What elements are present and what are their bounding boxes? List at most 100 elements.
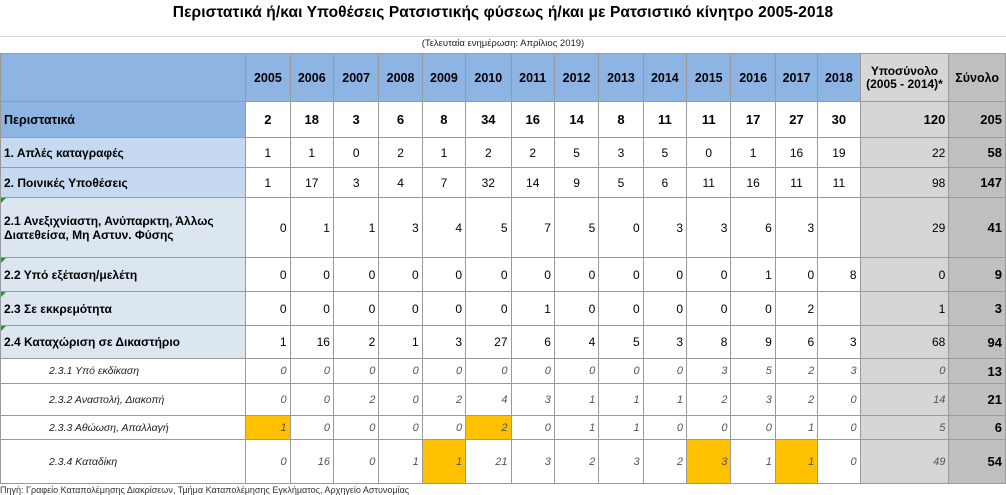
year-value-cell: 0 xyxy=(642,358,688,384)
header-year: 2018 xyxy=(817,53,861,102)
year-value-cell: 0 xyxy=(245,383,291,416)
year-value-cell: 0 xyxy=(598,291,644,326)
year-value-cell: 1 xyxy=(774,439,819,484)
year-value-cell: 11 xyxy=(817,167,861,198)
total-cell: 58 xyxy=(948,137,1006,168)
total-cell: 94 xyxy=(948,325,1006,359)
year-value-cell: 0 xyxy=(730,291,776,326)
sheet-gridline xyxy=(0,36,1006,37)
year-value-cell: 11 xyxy=(686,167,732,198)
year-value-cell: 2 xyxy=(774,291,819,326)
header-year: 2010 xyxy=(465,53,512,102)
row-suspension: 2.3.2 Αναστολή, Διακοπή 0 0 2 0 2 4 3 1 1 1 2 3 2 0 14 2… xyxy=(0,383,1006,416)
year-value-cell: 0 xyxy=(598,257,644,292)
row-label-text: 2.3 Σε εκκρεμότητα xyxy=(4,301,112,316)
year-value-cell: 0 xyxy=(642,415,688,440)
year-value-cell: 0 xyxy=(378,291,423,326)
subtotal-cell: 98 xyxy=(859,167,950,198)
year-value-cell: 0 xyxy=(465,291,512,326)
year-value-cell: 1 xyxy=(378,325,423,359)
year-value-cell: 3 xyxy=(378,197,423,258)
comment-indicator-icon xyxy=(1,292,6,297)
year-value-cell: 0 xyxy=(817,439,861,484)
year-value-cell: 3 xyxy=(510,439,555,484)
year-value-cell: 5 xyxy=(465,197,512,258)
row-conviction: 2.3.4 Καταδίκη 0 16 0 1 1 21 3 2 3 2 3 1 1 0 49 54 xyxy=(0,439,1006,484)
year-value-cell: 0 xyxy=(245,197,291,258)
row-label: Περιστατικά xyxy=(0,101,247,138)
year-value-cell: 0 xyxy=(421,358,467,384)
year-value-cell: 6 xyxy=(378,101,423,138)
year-value-cell: 0 xyxy=(730,415,776,440)
year-value-cell: 1 xyxy=(245,167,291,198)
year-value-cell: 3 xyxy=(686,197,732,258)
subtotal-cell: 0 xyxy=(859,257,950,292)
header-year: 2015 xyxy=(686,53,732,102)
year-value-cell: 0 xyxy=(686,257,732,292)
row-label: 2.2 Υπό εξέταση/μελέτη xyxy=(0,257,247,292)
header-year: 2012 xyxy=(553,53,600,102)
year-value-cell: 16 xyxy=(730,167,776,198)
header-year: 2007 xyxy=(332,53,380,102)
year-value-cell: 32 xyxy=(465,167,512,198)
year-value-cell: 2 xyxy=(421,383,467,416)
year-value-cell: 11 xyxy=(686,101,732,138)
header-year: 2017 xyxy=(774,53,819,102)
year-value-cell: 1 xyxy=(730,257,776,292)
year-value-cell: 0 xyxy=(817,383,861,416)
row-label-text: Περιστατικά xyxy=(4,112,75,127)
year-value-cell: 0 xyxy=(510,358,555,384)
year-value-cell: 0 xyxy=(421,415,467,440)
year-value-cell: 0 xyxy=(332,257,380,292)
row-pending: 2.3 Σε εκκρεμότητα 0 0 0 0 0 0 1 0 0 0 0 0 2 1 3 xyxy=(0,291,1006,326)
year-value-cell: 0 xyxy=(553,257,600,292)
row-under-review: 2.2 Υπό εξέταση/μελέτη 0 0 0 0 0 0 0 0 0 0 0 1 0 8 0 9 xyxy=(0,257,1006,292)
year-value-cell: 11 xyxy=(642,101,688,138)
row-acquittal: 2.3.3 Αθώωση, Απαλλαγή 1 0 0 0 0 2 0 1 1 0 0 0 1 0 5 6 xyxy=(0,415,1006,440)
year-value-cell: 0 xyxy=(245,257,291,292)
year-value-cell: 0 xyxy=(553,358,600,384)
year-value-cell: 21 xyxy=(465,439,512,484)
subtotal-cell: 5 xyxy=(859,415,950,440)
total-cell: 9 xyxy=(948,257,1006,292)
year-value-cell: 1 xyxy=(598,383,644,416)
row-label-text: 1. Απλές καταγραφές xyxy=(4,145,124,160)
year-value-cell: 5 xyxy=(642,137,688,168)
year-value-cell: 0 xyxy=(289,358,334,384)
year-value-cell: 1 xyxy=(245,325,291,359)
year-value-cell: 0 xyxy=(332,358,380,384)
year-value-cell: 2 xyxy=(774,383,819,416)
year-value-cell: 0 xyxy=(553,291,600,326)
row-label-text: 2.3.3 Αθώωση, Απαλλαγή xyxy=(49,421,169,434)
row-label-text: 2.3.1 Υπό εκδίκαση xyxy=(49,365,140,377)
year-value-cell: 2 xyxy=(332,325,380,359)
year-value-cell: 3 xyxy=(421,325,467,359)
year-value-cell: 0 xyxy=(465,257,512,292)
year-value-cell: 3 xyxy=(332,167,380,198)
year-value-cell: 2 xyxy=(774,358,819,384)
year-value-cell: 9 xyxy=(553,167,600,198)
row-label: 2.3.2 Αναστολή, Διακοπή xyxy=(0,383,247,416)
year-value-cell: 27 xyxy=(774,101,819,138)
year-value-cell: 17 xyxy=(289,167,334,198)
row-label: 2.1 Ανεξιχνίαστη, Ανύπαρκτη, Άλλως Διατε… xyxy=(0,197,247,258)
year-value-cell: 1 xyxy=(421,439,467,484)
year-value-cell: 8 xyxy=(421,101,467,138)
year-value-cell: 0 xyxy=(686,291,732,326)
year-value-cell: 0 xyxy=(332,137,380,168)
year-value-cell: 16 xyxy=(774,137,819,168)
year-value-cell: 11 xyxy=(774,167,819,198)
year-value-cell: 34 xyxy=(465,101,512,138)
year-value-cell: 1 xyxy=(332,197,380,258)
year-value-cell: 30 xyxy=(817,101,861,138)
header-subtotal: Υποσύνολο (2005 - 2014)* xyxy=(859,53,950,102)
year-value-cell: 4 xyxy=(421,197,467,258)
total-cell: 13 xyxy=(948,358,1006,384)
year-value-cell: 0 xyxy=(421,257,467,292)
year-value-cell: 3 xyxy=(686,439,732,484)
year-value-cell: 0 xyxy=(332,439,380,484)
year-value-cell: 1 xyxy=(289,197,334,258)
year-value-cell: 16 xyxy=(510,101,555,138)
year-value-cell: 14 xyxy=(553,101,600,138)
year-value-cell: 0 xyxy=(686,415,732,440)
